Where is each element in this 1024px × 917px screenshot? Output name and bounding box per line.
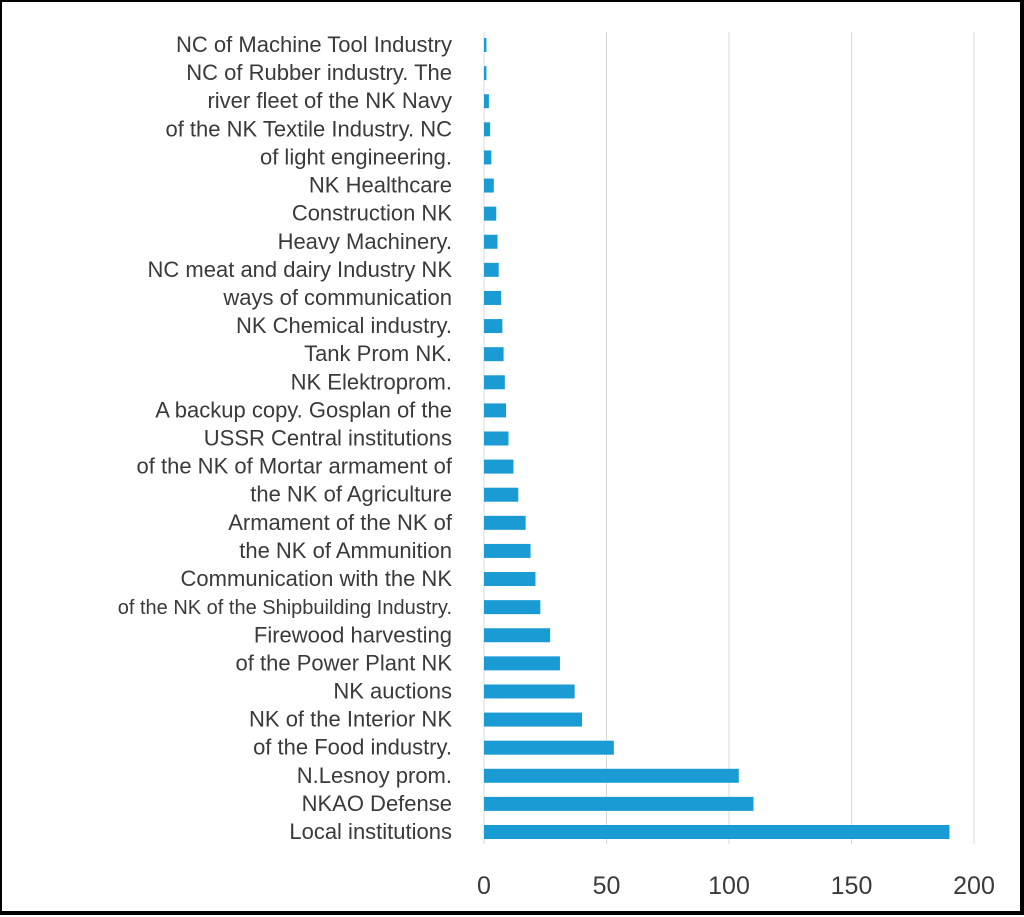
bar [484, 487, 519, 502]
category-label: Communication with the NK [181, 566, 453, 591]
bars [484, 38, 950, 839]
bar [484, 122, 491, 137]
x-tick-label: 150 [831, 872, 873, 900]
category-label: NKAO Defense [302, 791, 452, 816]
category-label: Firewood harvesting [254, 622, 452, 647]
category-label: NK Healthcare [309, 173, 452, 198]
bar [484, 796, 754, 811]
category-label: A backup copy. Gosplan of the [155, 397, 452, 422]
x-tick-label: 100 [708, 872, 750, 900]
x-tick-labels: 0 50 100 150 200 [477, 872, 995, 900]
bar [484, 515, 526, 530]
category-label: ways of communication [222, 285, 452, 310]
category-label: Armament of the NK of [228, 510, 453, 535]
bar [484, 403, 507, 418]
bar [484, 628, 551, 643]
category-label: NK auctions [333, 678, 452, 703]
bar [484, 572, 536, 587]
category-label: Heavy Machinery. [278, 229, 452, 254]
bar [484, 375, 505, 390]
bar [484, 150, 492, 165]
x-tick-label: 50 [593, 872, 621, 900]
category-label: of the Power Plant NK [236, 650, 453, 675]
category-label: of the Food industry. [253, 735, 452, 760]
category-label: of light engineering. [260, 144, 452, 169]
bar [484, 684, 575, 699]
category-label: NC of Machine Tool Industry [176, 32, 452, 57]
x-tick-label: 0 [477, 872, 491, 900]
category-label: NK Elektroprom. [291, 369, 452, 394]
bar [484, 206, 497, 221]
category-label: Local institutions [289, 819, 452, 844]
bar [484, 740, 614, 755]
category-label: river fleet of the NK Navy [207, 88, 452, 113]
category-label: NC of Rubber industry. The [186, 60, 452, 85]
category-label: the NK of Ammunition [239, 538, 452, 563]
x-tick-label: 200 [953, 872, 995, 900]
bar [484, 825, 950, 839]
category-label: NC meat and dairy Industry NK [148, 257, 453, 282]
category-label: Construction NK [292, 201, 453, 226]
bar [484, 347, 504, 362]
bar [484, 262, 499, 277]
category-label: USSR Central institutions [204, 426, 452, 451]
category-label: Tank Prom NK. [304, 341, 452, 366]
category-label: of the NK Textile Industry. NC [165, 116, 452, 141]
bar [484, 712, 582, 727]
bar [484, 94, 489, 109]
category-label: N.Lesnoy prom. [297, 763, 452, 788]
bar [484, 319, 503, 334]
bar [484, 768, 739, 783]
bar [484, 459, 514, 474]
bar [484, 656, 560, 671]
category-label: NK of the Interior NK [249, 707, 452, 732]
category-label: the NK of Agriculture [250, 482, 452, 507]
category-label: of the NK of Mortar armament of [137, 454, 453, 479]
bar [484, 234, 498, 249]
category-label: NK Chemical industry. [236, 313, 452, 338]
bar [484, 431, 509, 446]
bar [484, 290, 502, 305]
bar [484, 600, 541, 615]
bar [484, 66, 487, 81]
bar [484, 543, 531, 558]
bar [484, 178, 494, 193]
category-label: of the NK of the Shipbuilding Industry. [118, 597, 452, 619]
bar [484, 38, 487, 52]
category-labels: NC of Machine Tool Industry NC of Rubber … [118, 32, 453, 844]
